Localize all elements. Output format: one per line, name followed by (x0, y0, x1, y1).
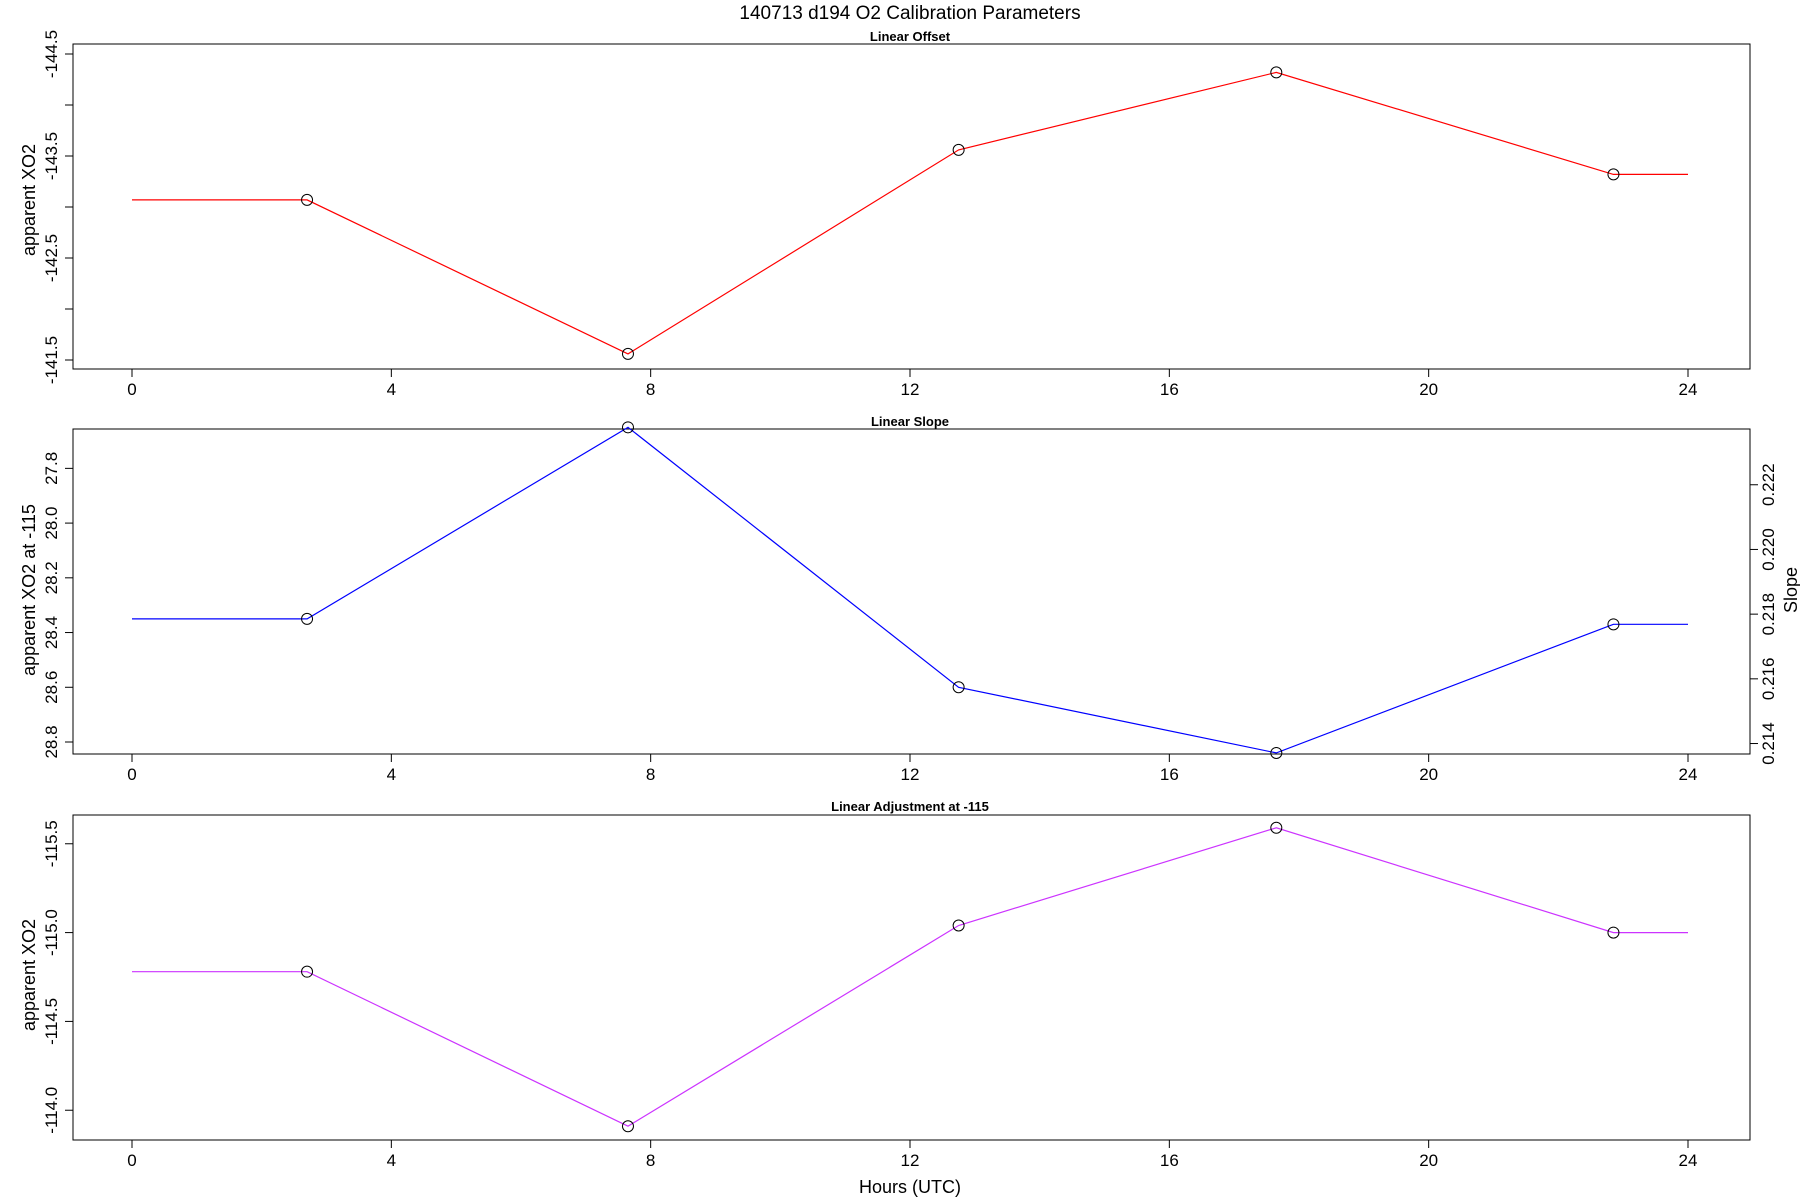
x-axis-label: Hours (UTC) (859, 1177, 961, 1197)
y-tick-label: -115.0 (42, 909, 61, 956)
y-tick-label: 28.2 (42, 561, 61, 594)
y-tick-label: -141.5 (42, 336, 61, 384)
x-tick-label: 0 (127, 1151, 136, 1170)
panel-title: Linear Slope (871, 414, 949, 429)
data-point (1270, 821, 1283, 834)
x-tick-label: 8 (646, 1151, 655, 1170)
x-tick-label: 12 (901, 1151, 920, 1170)
panel-linear-offset: Linear Offset apparent XO2 0 4 8 12 16 20 24 -1… (19, 29, 1751, 399)
y-tick-label: -114.0 (42, 1087, 61, 1134)
data-point (952, 919, 965, 932)
y-tick-label: 28.0 (42, 507, 61, 540)
x-tick-label: 20 (1419, 765, 1438, 784)
y-tick-label: 28.6 (42, 671, 61, 704)
plot-frame (72, 814, 1751, 1141)
series-line (132, 71, 1688, 355)
x-tick-label: 8 (646, 380, 655, 399)
x-tick-label: 24 (1679, 1151, 1698, 1170)
x-tick-label: 4 (387, 380, 396, 399)
y-tick-label: -142.5 (42, 234, 61, 282)
panel-title: Linear Offset (870, 29, 951, 44)
y-axis-label: apparent XO2 (19, 919, 39, 1031)
y2-axis-label: Slope (1781, 567, 1800, 613)
y-axis-label: apparent XO2 (19, 144, 39, 256)
panel-title: Linear Adjustment at -115 (831, 799, 989, 814)
y-tick-label: -144.5 (42, 30, 61, 78)
series-line (132, 426, 1688, 754)
data-point (952, 681, 965, 694)
data-point (1607, 618, 1620, 631)
plot-frame (72, 428, 1751, 755)
figure-title: 140713 d194 O2 Calibration Parameters (739, 3, 1080, 24)
y2-tick-label: 0.218 (1759, 593, 1778, 636)
x-tick-label: 12 (901, 765, 920, 784)
y2-tick-label: 0.220 (1759, 528, 1778, 571)
data-point (1607, 926, 1620, 939)
panel-linear-slope: Linear Slope apparent XO2 at -115 Slope … (19, 414, 1800, 784)
series-line (132, 827, 1688, 1127)
x-tick-label: 24 (1679, 765, 1698, 784)
x-tick-label: 20 (1419, 380, 1438, 399)
y-tick-label: -115.5 (42, 820, 61, 867)
data-point (301, 612, 314, 625)
y-axis-label: apparent XO2 at -115 (19, 504, 39, 676)
x-tick-label: 16 (1160, 1151, 1179, 1170)
data-point (301, 965, 314, 978)
data-point (621, 1120, 634, 1133)
data-point (621, 421, 634, 434)
x-tick-label: 24 (1679, 380, 1698, 399)
x-tick-label: 4 (387, 765, 396, 784)
data-point (301, 193, 314, 206)
data-point (952, 143, 965, 156)
x-tick-label: 12 (901, 380, 920, 399)
x-tick-label: 4 (387, 1151, 396, 1170)
y-tick-label: 28.4 (42, 616, 61, 649)
x-tick-label: 0 (127, 765, 136, 784)
y-tick-label: -114.5 (42, 998, 61, 1045)
y2-tick-label: 0.216 (1759, 658, 1778, 701)
data-point (1270, 746, 1283, 759)
plot-frame (72, 43, 1751, 370)
data-point (1607, 168, 1620, 181)
y-tick-label: 27.8 (42, 452, 61, 485)
y2-tick-label: 0.214 (1759, 722, 1778, 765)
x-tick-label: 16 (1160, 765, 1179, 784)
x-tick-label: 0 (127, 380, 136, 399)
y2-tick-label: 0.222 (1759, 463, 1778, 506)
x-tick-label: 20 (1419, 1151, 1438, 1170)
data-point (621, 347, 634, 360)
y-tick-label: -143.5 (42, 132, 61, 180)
data-point (1270, 66, 1283, 79)
panel-linear-adjustment: Linear Adjustment at -115 apparent XO2 0… (19, 799, 1751, 1170)
x-tick-label: 16 (1160, 380, 1179, 399)
y-tick-label: 28.8 (42, 725, 61, 758)
x-tick-label: 8 (646, 765, 655, 784)
